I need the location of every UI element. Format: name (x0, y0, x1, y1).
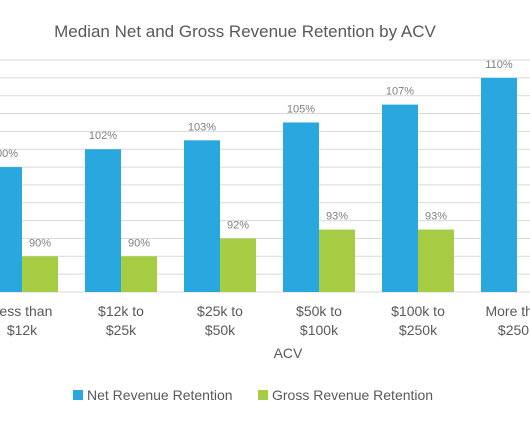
net-bar-2 (184, 140, 220, 292)
x-tick-label-2-1: $50k (205, 322, 236, 338)
net-label-0: 100% (0, 148, 18, 160)
x-axis-title: ACV (274, 345, 303, 361)
net-label-2: 103% (188, 121, 216, 133)
x-tick-label-4-0: $100k to (391, 303, 445, 319)
x-tick-label-3-1: $100k (300, 322, 339, 338)
x-tick-label-4-1: $250k (399, 322, 438, 338)
x-tick-label-5-1: $250k (498, 322, 530, 338)
gross-bar-2 (220, 238, 256, 292)
x-tick-label-5-0: More than (485, 303, 530, 319)
gross-label-3: 93% (326, 211, 348, 223)
x-tick-label-3-0: $50k to (296, 303, 342, 319)
net-label-4: 107% (386, 86, 414, 98)
gross-bar-1 (121, 256, 157, 292)
legend-label-0: Net Revenue Retention (87, 387, 233, 403)
net-label-5: 110% (485, 59, 513, 71)
data-labels: 100% 90% 102% 90% 103% 92% 105% 93% 107% 93% 110% (0, 59, 513, 249)
gross-bar-3 (319, 229, 355, 292)
net-label-1: 102% (89, 130, 117, 142)
net-bar-0 (0, 167, 22, 292)
net-label-3: 105% (287, 103, 315, 115)
chart-title: Median Net and Gross Revenue Retention b… (54, 22, 436, 41)
legend-swatch-0 (73, 390, 83, 400)
gross-label-0: 90% (29, 237, 51, 249)
x-tick-label-0-0: Less than (0, 303, 52, 319)
x-tick-label-1-0: $12k to (98, 303, 144, 319)
legend: Net Revenue Retention Gross Revenue Reten… (73, 387, 433, 403)
net-bar-4 (382, 104, 418, 292)
net-bar-3 (283, 122, 319, 292)
gross-label-1: 90% (128, 237, 150, 249)
x-tick-label-0-1: $12k (7, 322, 38, 338)
gross-bar-0 (22, 256, 58, 292)
gross-label-2: 92% (227, 219, 249, 231)
legend-label-1: Gross Revenue Retention (272, 387, 433, 403)
net-bar-5 (481, 77, 517, 292)
legend-swatch-1 (258, 390, 268, 400)
x-tick-label-1-1: $25k (106, 322, 137, 338)
x-tick-labels: Less than $12k $12k to $25k $25k to $50k $50k … (0, 303, 530, 338)
gross-bar-4 (418, 229, 454, 292)
gross-label-4: 93% (425, 211, 447, 223)
bars (0, 77, 517, 292)
net-bar-1 (85, 149, 121, 292)
x-tick-label-2-0: $25k to (197, 303, 243, 319)
